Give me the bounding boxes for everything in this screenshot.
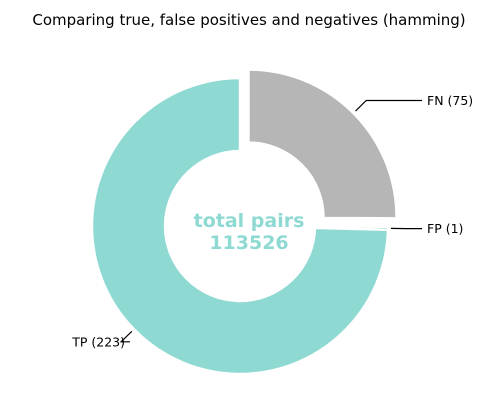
leader-line-fn: [355, 99, 422, 112]
leader-line-tp: [119, 330, 133, 343]
center-label-line2: 113526: [209, 232, 288, 254]
slice-label-fn: FN (75): [427, 93, 473, 108]
leaders-group: FN (75) FP (1) TP (223): [71, 93, 473, 349]
slices-group: [90, 68, 398, 376]
slice-label-fp: FP (1): [427, 221, 463, 236]
slice-label-tp: TP (223): [71, 334, 125, 349]
center-label-line1: total pairs: [194, 210, 305, 232]
slice-tp: [90, 76, 390, 376]
chart-title: Comparing true, false positives and nega…: [32, 11, 465, 29]
slice-fn: [247, 68, 398, 220]
